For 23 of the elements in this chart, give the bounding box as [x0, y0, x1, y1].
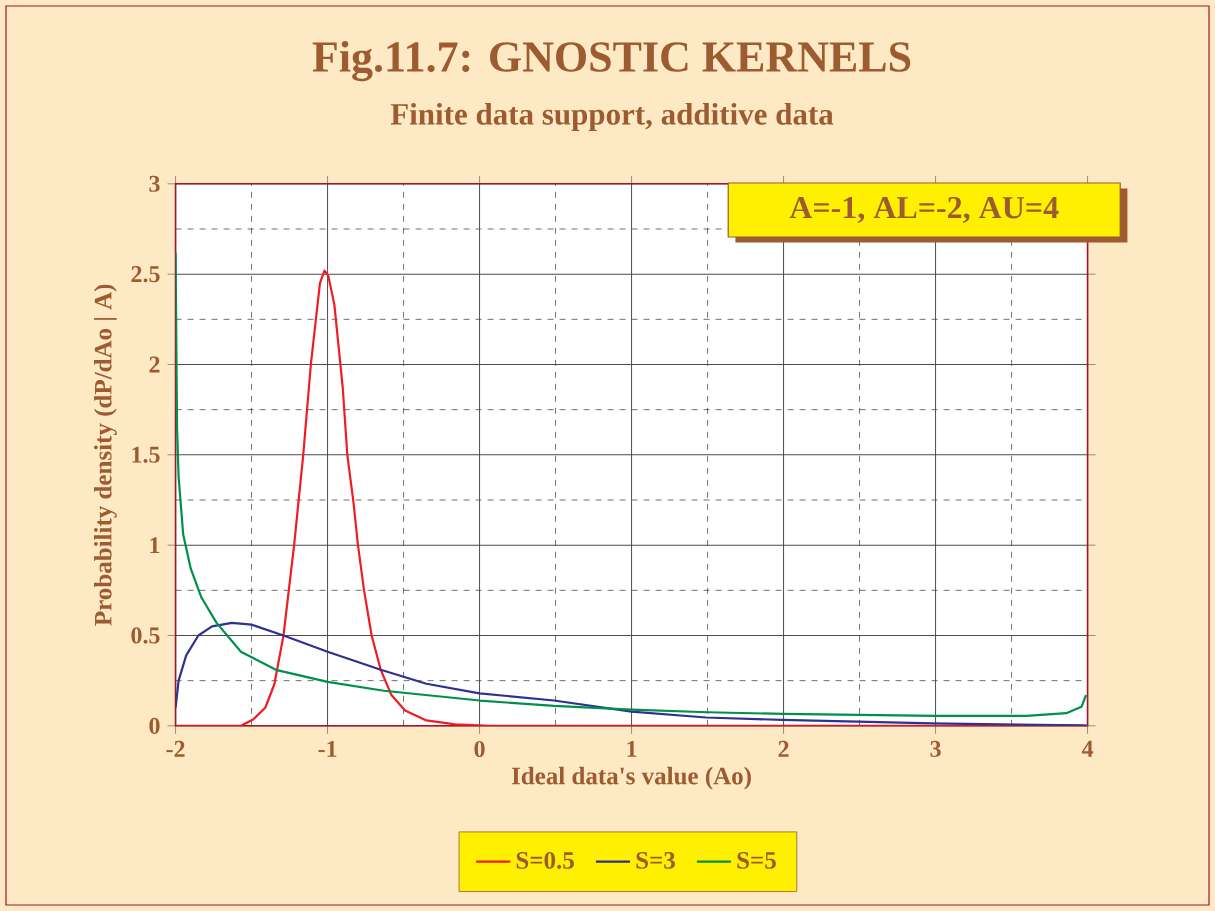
y-tick-label: 2: [149, 356, 160, 373]
chart-subtitle: Finite data support, additive data: [390, 102, 834, 132]
y-axis-title: Probability density (dP/dAo | A): [94, 284, 117, 626]
y-tick-label: 2.5: [131, 266, 160, 283]
y-tick-label: 3: [149, 175, 160, 192]
x-tick-label: 3: [930, 740, 941, 757]
legend-label: S=5: [737, 851, 776, 869]
x-tick-label: -2: [166, 740, 185, 757]
y-tick-label: 0.5: [131, 627, 160, 644]
y-tick-label: 1: [150, 537, 160, 554]
legend-label: S=3: [636, 851, 675, 869]
chart-title: Fig.11.7: GNOSTIC KERNELS: [312, 40, 911, 82]
x-tick-label: 0: [474, 740, 485, 758]
legend-label: S=0.5: [516, 851, 574, 869]
line-series: [175, 621, 1088, 726]
x-tick-label: -1: [318, 740, 337, 757]
x-tick-label: 2: [778, 740, 789, 757]
annotation: A=-1, AL=-2, AU=4: [789, 196, 1059, 224]
x-axis-title: Ideal data's value (Ao): [511, 766, 751, 790]
y-tick-label: 1.5: [132, 446, 160, 463]
y-tick-label: 0: [149, 717, 160, 734]
x-tick-label: 1: [627, 740, 637, 757]
x-tick-label: 4: [1081, 740, 1094, 757]
